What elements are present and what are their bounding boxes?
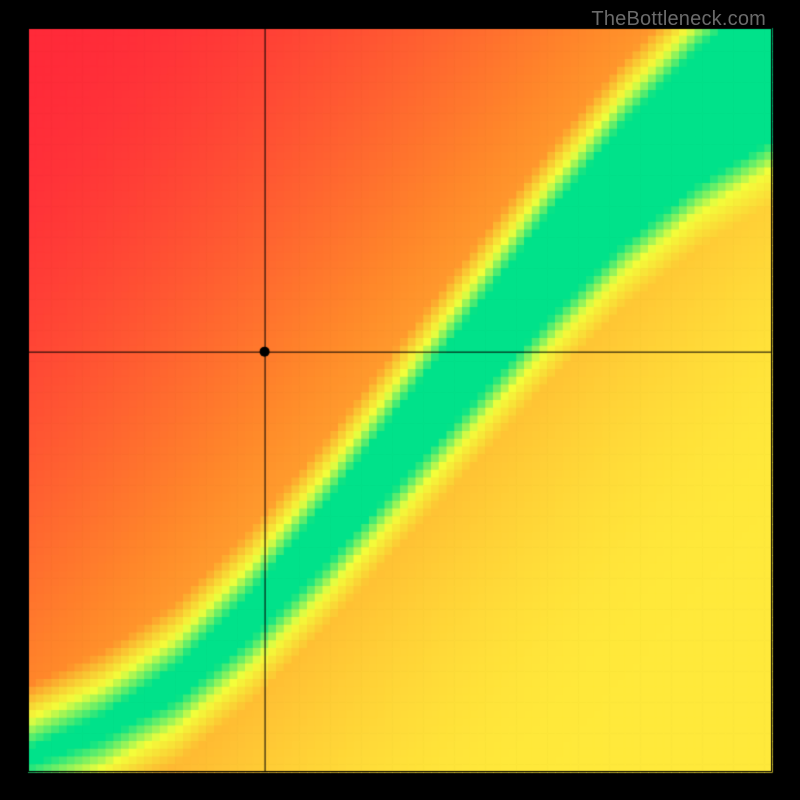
chart-root: TheBottleneck.com	[0, 0, 800, 800]
heatmap-canvas	[0, 0, 800, 800]
watermark-text: TheBottleneck.com	[591, 8, 766, 31]
